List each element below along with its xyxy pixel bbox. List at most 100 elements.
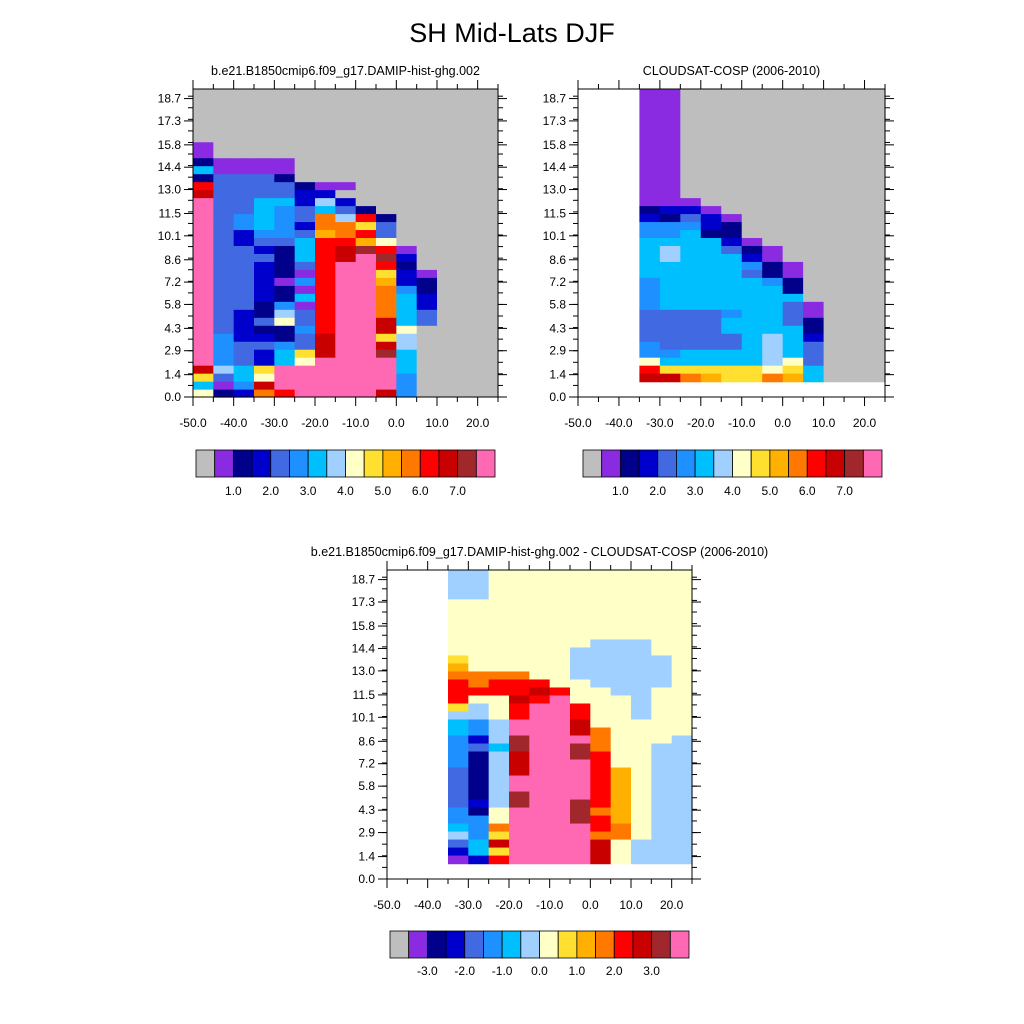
heatmap-cell [335,301,357,310]
heatmap-cell [396,125,418,135]
heatmap-cell [416,89,438,95]
heatmap-cell [610,606,632,616]
heatmap-cell [741,261,763,270]
heatmap-cell [803,309,825,318]
heatmap-cell [468,654,490,664]
heatmap-cell [639,317,661,326]
heatmap-cell [468,646,490,656]
heatmap-cell [315,365,336,374]
heatmap-cell [651,702,673,712]
heatmap-cell [639,285,661,294]
heatmap-cell [416,221,438,231]
heatmap-cell [477,213,499,223]
colorbar [582,449,883,478]
heatmap-cell [213,389,235,398]
heatmap-cell [488,822,510,832]
heatmap-cell [680,229,702,239]
heatmap-cell [335,277,357,286]
heatmap-cell [448,694,469,704]
y-tick-label: 18.7 [352,573,376,587]
heatmap-cell [631,574,652,584]
heatmap-cell [610,582,632,592]
heatmap-cell [193,293,214,302]
heatmap-cell [274,125,296,135]
colorbar-label: 3.0 [643,964,660,978]
colorbar-label: 6.0 [412,484,429,498]
heatmap-cell [590,670,612,680]
heatmap-cell [233,389,255,398]
heatmap-cell [396,101,418,111]
colorbar-label: -2.0 [454,964,475,978]
heatmap-cell [437,341,458,350]
heatmap-cell [639,89,661,199]
heatmap-cell [477,309,499,318]
heatmap-cell [355,173,377,183]
heatmap-cell [651,630,673,640]
heatmap-cell [274,365,296,374]
heatmap-cell [639,301,661,310]
heatmap-cell [355,341,377,350]
heatmap-cell [437,101,458,111]
heatmap-cell [639,269,661,278]
heatmap-cell [659,365,681,374]
heatmap-cell [468,710,490,720]
heatmap-cell [294,93,316,103]
heatmap-cell [468,726,490,736]
heatmap-cell [823,89,886,199]
heatmap-cell [254,237,275,246]
heatmap-cell [631,630,652,640]
heatmap-cell [549,718,571,728]
heatmap-cell [437,181,458,191]
heatmap-cell [335,341,357,350]
heatmap-cell [631,774,652,784]
heatmap-cell [448,582,469,592]
heatmap-cell [193,117,214,127]
heatmap-cell [651,846,673,856]
heatmap-cell [468,846,490,856]
heatmap-cell [700,365,722,374]
y-tick-label: 7.2 [358,757,375,771]
heatmap-cell [274,309,296,318]
heatmap-cell [396,149,418,159]
heatmap-cell [823,205,886,215]
heatmap-cell [659,221,681,231]
heatmap-cell [803,285,825,294]
heatmap-cell [335,325,357,334]
heatmap-cell [509,734,530,744]
heatmap-cell [477,125,499,135]
heatmap-cell [477,197,499,207]
heatmap-cell [233,253,255,262]
heatmap-cell [315,317,336,326]
heatmap-cell [193,317,214,326]
heatmap-cell [639,309,661,318]
x-tick-label: -20.0 [495,898,523,912]
heatmap-cell [529,798,551,808]
heatmap-cell [610,798,632,808]
heatmap-cell [335,245,357,254]
heatmap-cell [193,101,214,111]
heatmap-cell [823,325,886,334]
heatmap-cell [570,742,591,752]
heatmap-cell [509,814,530,824]
heatmap-cell [274,245,296,254]
heatmap-cell [610,702,632,712]
heatmap-cell [233,189,255,199]
heatmap-cell [254,253,275,262]
heatmap-cell [570,662,591,672]
heatmap-cell [549,646,571,656]
heatmap-cell [803,221,825,231]
heatmap-cell [570,758,591,768]
heatmap-cell [335,93,357,103]
heatmap-cell [468,822,490,832]
heatmap-cell [294,89,316,95]
heatmap-cell [700,261,722,270]
heatmap-cell [193,181,214,191]
heatmap-cell [213,133,235,143]
heatmap-cell [671,838,693,848]
heatmap-cell [529,646,551,656]
heatmap-cell [529,766,551,776]
heatmap-cell [721,365,743,374]
heatmap-cell [396,349,418,358]
heatmap-cell [659,357,681,366]
heatmap-cell [294,149,316,159]
